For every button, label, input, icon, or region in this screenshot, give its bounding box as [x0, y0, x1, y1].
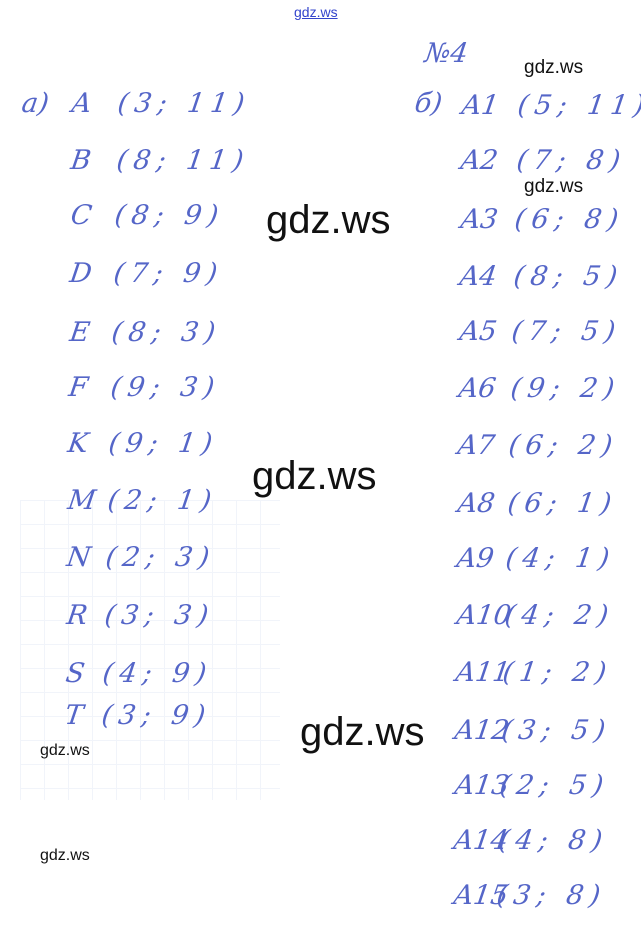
point-coordinates: (4; 9)	[100, 658, 215, 689]
point-name: R	[64, 600, 90, 631]
point-coordinates: (1; 2)	[500, 657, 615, 688]
point-coordinates: (3; 3)	[102, 600, 216, 631]
point-name: A2	[459, 145, 501, 176]
point-coordinates: (8; 5)	[511, 261, 625, 292]
faint-grid-background	[20, 500, 280, 800]
watermark: gdz.ws	[524, 57, 584, 78]
watermark: gdz.ws	[40, 847, 90, 864]
point-coordinates: (3; 11)	[115, 88, 253, 119]
point-coordinates: (9; 2)	[508, 373, 622, 404]
point-coordinates: (7; 5)	[509, 316, 624, 347]
point-coordinates: (9; 1)	[106, 428, 221, 459]
point-coordinates: (6; 8)	[512, 204, 627, 235]
point-name: C	[68, 200, 94, 231]
point-name: B	[69, 145, 94, 176]
point-coordinates: (8; 9)	[112, 200, 227, 231]
point-name: A6	[456, 373, 498, 404]
point-coordinates: (2; 3)	[103, 542, 218, 573]
point-name: A	[69, 88, 94, 119]
point-name: A4	[458, 261, 500, 292]
point-coordinates: (2; 5)	[497, 770, 612, 801]
point-name: A8	[455, 488, 497, 519]
point-coordinates: (5; 11)	[515, 90, 641, 121]
watermark: gdz.ws	[266, 198, 391, 242]
point-name: A5	[457, 316, 499, 347]
point-coordinates: (7; 9)	[111, 258, 225, 289]
watermark: gdz.ws	[300, 710, 425, 754]
point-coordinates: (3; 5)	[499, 715, 613, 746]
part-b-label: б)	[412, 88, 445, 119]
point-coordinates: (8; 11)	[114, 145, 251, 176]
point-name: E	[67, 317, 92, 348]
point-name: F	[66, 372, 90, 403]
point-name: A1	[459, 90, 501, 121]
point-coordinates: (4; 1)	[503, 543, 618, 574]
point-name: M	[65, 485, 98, 516]
point-coordinates: (7; 8)	[514, 145, 628, 176]
point-coordinates: (3; 9)	[99, 700, 213, 731]
point-coordinates: (4; 2)	[502, 600, 616, 631]
point-coordinates: (3; 8)	[494, 880, 609, 911]
point-coordinates: (8; 3)	[109, 317, 224, 348]
point-name: A9	[455, 543, 497, 574]
point-coordinates: (6; 1)	[505, 488, 619, 519]
point-name: A3	[458, 204, 500, 235]
point-coordinates: (4; 8)	[496, 825, 610, 856]
point-coordinates: (6; 2)	[506, 430, 621, 461]
point-name: K	[66, 428, 91, 459]
point-name: A7	[456, 430, 498, 461]
point-coordinates: (2; 1)	[105, 485, 219, 516]
point-name: N	[65, 542, 93, 573]
task-number: №4	[422, 38, 470, 69]
part-a-label: а)	[19, 88, 51, 119]
watermark: gdz.ws	[524, 176, 584, 197]
watermark: gdz.ws	[252, 454, 377, 498]
watermark-link[interactable]: gdz.ws	[294, 4, 338, 20]
point-coordinates: (9; 3)	[108, 372, 222, 403]
watermark: gdz.ws	[40, 742, 90, 759]
point-name: D	[68, 258, 95, 289]
